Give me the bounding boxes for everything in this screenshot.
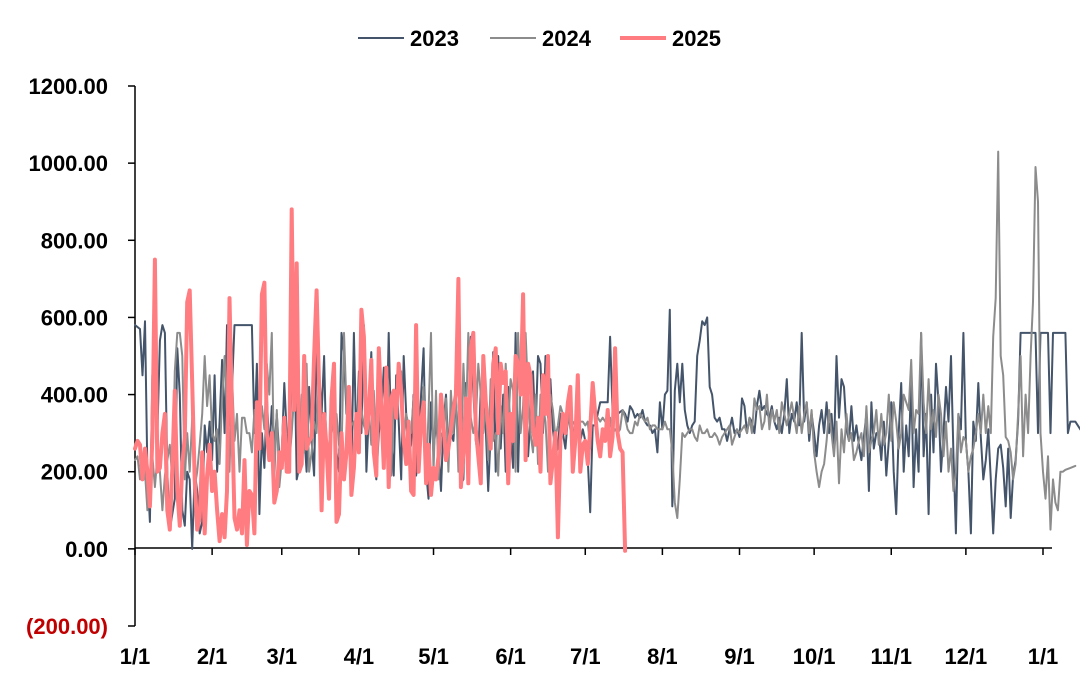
x-tick-label: 5/1 bbox=[418, 644, 449, 669]
x-tick-label: 8/1 bbox=[647, 644, 678, 669]
x-tick-label: 4/1 bbox=[344, 644, 375, 669]
x-tick-label: 3/1 bbox=[266, 644, 297, 669]
x-tick-label: 7/1 bbox=[570, 644, 601, 669]
x-tick-label: 1/1 bbox=[120, 644, 151, 669]
y-tick-label: 1200.00 bbox=[28, 74, 108, 99]
y-axis: 1200.00 1000.00 800.00 600.00 400.00 200.00 0.… bbox=[26, 74, 136, 639]
x-tick-label: 12/1 bbox=[944, 644, 987, 669]
legend: 2023 2024 2025 bbox=[358, 26, 721, 51]
y-tick-label: 0.00 bbox=[65, 537, 108, 562]
x-tick-label: 11/1 bbox=[870, 644, 912, 669]
x-tick-label: 6/1 bbox=[495, 644, 526, 669]
x-tick-label: 10/1 bbox=[793, 644, 836, 669]
x-axis: 1/1 2/1 3/1 4/1 5/1 6/1 7/1 8/1 9/1 10/1 11/1 12/1 1… bbox=[120, 547, 1059, 669]
x-tick-label: 1/1 bbox=[1028, 644, 1059, 669]
legend-label-2024: 2024 bbox=[542, 26, 592, 51]
y-tick-label: 1000.00 bbox=[28, 151, 108, 176]
y-tick-label: (200.00) bbox=[26, 614, 108, 639]
x-tick-label: 2/1 bbox=[197, 644, 228, 669]
y-tick-label: 400.00 bbox=[41, 383, 108, 408]
series-layer bbox=[133, 150, 1080, 553]
y-tick-label: 600.00 bbox=[41, 305, 108, 330]
series-line-2025 bbox=[133, 207, 628, 553]
y-tick-label: 800.00 bbox=[41, 228, 108, 253]
y-tick-label: 200.00 bbox=[41, 460, 108, 485]
legend-label-2023: 2023 bbox=[410, 26, 459, 51]
x-tick-label: 9/1 bbox=[724, 644, 755, 669]
legend-label-2025: 2025 bbox=[672, 26, 721, 51]
